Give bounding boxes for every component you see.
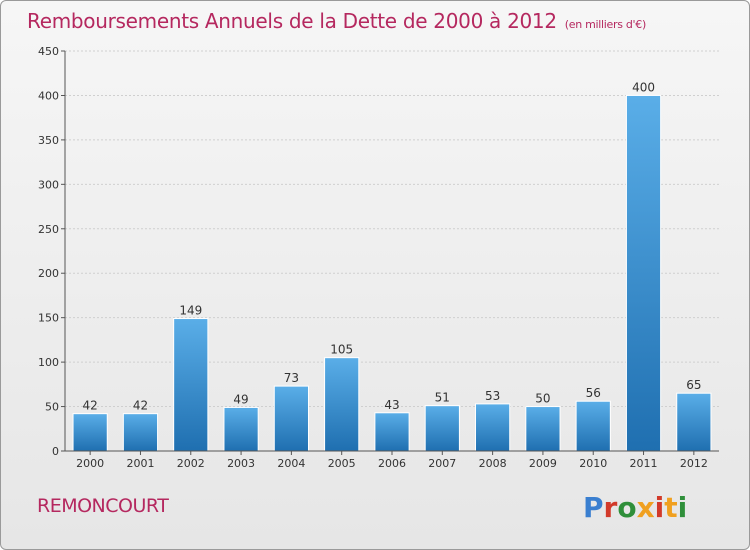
bar [173, 318, 209, 452]
bar-value-label: 53 [485, 389, 500, 403]
title-text: Remboursements Annuels de la Dette de 20… [27, 9, 557, 33]
bar [525, 406, 561, 452]
bar-value-label: 42 [83, 399, 98, 413]
bar [122, 413, 159, 452]
bar-value-label: 56 [586, 386, 601, 400]
y-tick-label: 100 [38, 356, 59, 369]
x-tick-label: 2012 [680, 457, 708, 470]
x-tick-label: 2005 [328, 457, 356, 470]
title-unit: (en milliers d'€) [564, 18, 646, 31]
bars [72, 94, 712, 452]
x-tick-label: 2006 [378, 457, 406, 470]
bar-value-label: 49 [233, 392, 248, 406]
y-tick-label: 450 [38, 45, 59, 58]
x-tick-label: 2008 [479, 457, 507, 470]
x-tick-label: 2007 [428, 457, 456, 470]
bar-value-label: 50 [535, 392, 550, 406]
bar-value-label: 105 [330, 343, 353, 357]
bar [223, 406, 259, 452]
bar-value-label: 73 [284, 371, 299, 385]
x-tick-label: 2010 [579, 457, 607, 470]
bar-value-label: 42 [133, 399, 148, 413]
y-tick-label: 0 [52, 445, 59, 458]
bar-value-label: 149 [179, 304, 202, 318]
bar [273, 385, 309, 452]
x-tick-label: 2001 [126, 457, 154, 470]
grid-lines [65, 50, 719, 408]
x-tick-label: 2002 [177, 457, 205, 470]
bar [374, 412, 410, 452]
commune-name: REMONCOURT [37, 495, 169, 517]
bar-value-label: 51 [435, 391, 450, 405]
bar [324, 357, 360, 452]
x-tick-label: 2004 [277, 457, 305, 470]
bar-value-label: 43 [384, 398, 399, 412]
y-tick-label: 50 [45, 401, 59, 414]
bar [676, 392, 712, 452]
bar-value-label: 400 [632, 80, 655, 94]
x-tick-label: 2003 [227, 457, 255, 470]
bar [625, 94, 662, 452]
x-tick-label: 2009 [529, 457, 557, 470]
bar [72, 413, 108, 452]
x-tick-label: 2011 [630, 457, 658, 470]
bar [424, 405, 460, 452]
chart-title: Remboursements Annuels de la Dette de 20… [27, 9, 646, 33]
bar [575, 400, 611, 452]
y-tick-label: 300 [38, 178, 59, 191]
proxiti-logo: Proxiti [583, 491, 688, 524]
data-labels: 42 42 149 49 73 105 43 51 53 50 56 400 65 [83, 80, 702, 412]
x-tick-label: 2000 [76, 457, 104, 470]
bar [475, 403, 511, 452]
bar-value-label: 65 [686, 378, 701, 392]
y-tick-label: 400 [38, 89, 59, 102]
y-tick-label: 350 [38, 134, 59, 147]
y-tick-label: 150 [38, 312, 59, 325]
axes: 0 50 100 150 200 250 300 350 400 450 2000 2001 2002 2… [38, 45, 719, 470]
y-tick-label: 200 [38, 267, 59, 280]
y-tick-label: 250 [38, 223, 59, 236]
